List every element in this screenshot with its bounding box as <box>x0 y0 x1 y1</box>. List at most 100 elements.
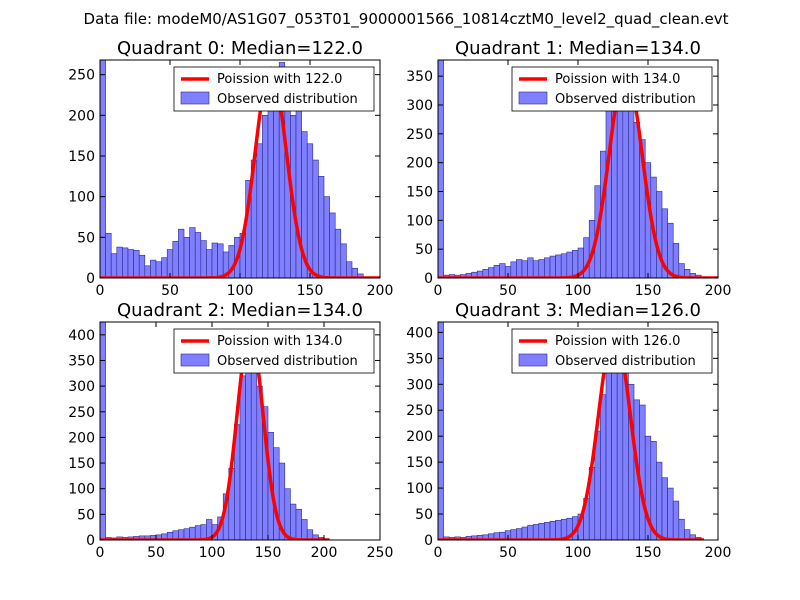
y-tick-label: 250 <box>68 405 95 421</box>
histogram-bar <box>105 232 112 278</box>
histogram-bar <box>521 260 528 278</box>
histogram-bar <box>138 254 146 278</box>
histogram-bar <box>178 228 185 278</box>
histogram-bar <box>329 212 336 278</box>
histogram-bar <box>306 143 314 278</box>
histogram-bar <box>549 255 556 278</box>
x-tick-label: 0 <box>96 283 105 299</box>
x-tick-label: 50 <box>147 545 165 561</box>
histogram-bar <box>110 253 118 278</box>
histogram-bar <box>150 259 157 278</box>
histogram-bar <box>493 265 500 278</box>
x-tick-label: 150 <box>255 545 282 561</box>
histogram-bar <box>290 503 297 540</box>
histogram-bar <box>600 394 607 540</box>
y-tick-label: 0 <box>424 271 433 287</box>
histogram-bar <box>538 523 545 540</box>
x-tick-label: 0 <box>434 545 443 561</box>
histogram-bar <box>527 257 534 278</box>
histogram-bar <box>318 176 325 278</box>
histogram-bar <box>245 370 252 540</box>
histogram-bar <box>438 60 444 278</box>
histogram-bar <box>189 526 196 540</box>
x-tick-label: 150 <box>635 545 662 561</box>
legend-hist-label: Observed distribution <box>555 92 696 107</box>
legend: Poission with 134.0 Observed distribution <box>173 328 375 374</box>
y-tick-label: 0 <box>86 271 95 287</box>
legend-curve-label: Poission with 126.0 <box>555 334 680 349</box>
histogram-bar <box>661 477 668 540</box>
histogram-bar <box>262 115 269 278</box>
histogram-bar <box>639 404 646 540</box>
histogram-bar <box>672 500 680 540</box>
y-tick-label: 300 <box>68 379 95 395</box>
y-tick-label: 300 <box>406 377 433 393</box>
histogram-bar <box>284 488 291 540</box>
histogram-bar <box>544 522 551 540</box>
histogram-bar <box>527 525 534 540</box>
legend: Poission with 134.0 Observed distribution <box>511 66 713 112</box>
y-tick-label: 100 <box>68 482 95 498</box>
histogram-bar <box>656 191 663 278</box>
y-tick-label: 400 <box>406 325 433 341</box>
histogram-bar <box>611 358 618 540</box>
legend: Poission with 126.0 Observed distribution <box>511 328 713 374</box>
histogram-bar <box>133 250 140 278</box>
y-tick-label: 0 <box>86 533 95 549</box>
legend-hist-swatch <box>180 353 210 367</box>
legend-hist-label: Observed distribution <box>217 354 358 369</box>
histogram-bar <box>346 261 353 278</box>
chart-title: Quadrant 2: Median=134.0 <box>117 300 363 321</box>
legend-hist-swatch <box>518 91 548 105</box>
histogram-bar <box>510 261 517 278</box>
axes-frame <box>99 321 381 541</box>
x-tick-label: 150 <box>297 283 324 299</box>
histogram-bar <box>144 265 151 278</box>
histogram-bar <box>250 365 258 540</box>
legend-hist-swatch <box>180 91 210 105</box>
x-tick-label: 200 <box>367 283 394 299</box>
x-tick-label: 200 <box>705 545 732 561</box>
histogram-bar <box>438 322 444 540</box>
histogram-bar <box>211 242 218 278</box>
histogram-bar <box>667 487 674 540</box>
legend-curve-label: Poission with 122.0 <box>217 72 342 87</box>
x-tick-label: 100 <box>565 283 592 299</box>
y-tick-label: 0 <box>424 533 433 549</box>
histogram-bar <box>323 196 330 278</box>
y-tick-label: 50 <box>415 507 433 523</box>
figure-suptitle: Data file: modeM0/AS1G07_053T01_90000015… <box>84 10 729 29</box>
histogram-bar <box>155 261 162 278</box>
histogram-bar <box>334 228 342 278</box>
histogram-bar <box>538 259 545 278</box>
histogram-bar <box>622 93 629 278</box>
y-tick-label: 50 <box>77 507 95 523</box>
histogram-bar <box>295 508 302 540</box>
x-tick-label: 100 <box>565 545 592 561</box>
histogram-bar <box>239 375 246 540</box>
histogram-bar <box>555 519 562 540</box>
legend-curve-label: Poission with 134.0 <box>217 334 342 349</box>
chart-title: Quadrant 1: Median=134.0 <box>455 38 701 59</box>
x-tick-label: 100 <box>199 545 226 561</box>
y-tick-label: 200 <box>406 156 433 172</box>
x-tick-label: 50 <box>499 545 517 561</box>
legend-curve-label: Poission with 134.0 <box>555 72 680 87</box>
y-tick-label: 100 <box>68 190 95 206</box>
histogram-bar <box>549 521 556 540</box>
y-tick-label: 200 <box>406 429 433 445</box>
y-tick-label: 200 <box>68 430 95 446</box>
histogram-bar <box>200 240 207 278</box>
y-tick-label: 200 <box>68 108 95 124</box>
chart-title: Quadrant 0: Median=122.0 <box>117 38 363 59</box>
x-tick-label: 250 <box>367 545 394 561</box>
histogram-bar <box>340 243 347 278</box>
histogram-bar <box>122 247 129 278</box>
histogram-bar <box>672 243 680 278</box>
y-tick-label: 400 <box>68 328 95 344</box>
histogram-bar <box>161 257 168 278</box>
y-tick-label: 150 <box>406 455 433 471</box>
histogram-bar <box>544 257 551 278</box>
histogram-bar <box>566 251 573 278</box>
